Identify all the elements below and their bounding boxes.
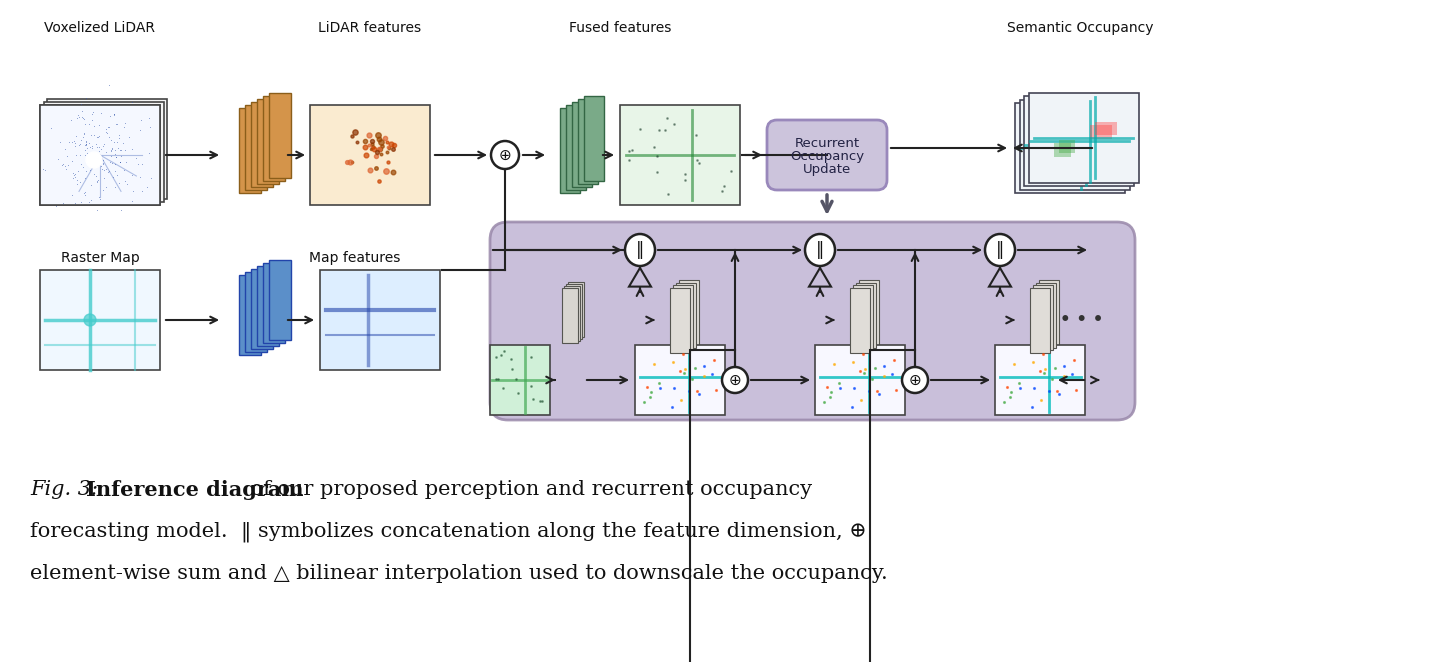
Bar [620, 105, 740, 205]
Bar [579, 99, 597, 183]
Bar [246, 272, 267, 352]
Bar [43, 102, 164, 202]
Bar [850, 287, 870, 352]
Circle shape [83, 314, 96, 326]
Bar [269, 260, 292, 340]
Bar [1050, 147, 1067, 160]
Bar [246, 105, 267, 189]
Bar [560, 107, 580, 193]
Bar [238, 107, 261, 193]
Bar [859, 280, 879, 345]
Bar [1058, 140, 1076, 153]
Bar [1020, 99, 1130, 189]
Bar [569, 281, 584, 336]
Bar [257, 266, 279, 346]
Bar [47, 99, 167, 199]
Bar [673, 285, 694, 350]
Ellipse shape [985, 234, 1015, 266]
Bar [310, 105, 429, 205]
Text: ‖: ‖ [636, 241, 645, 259]
Bar [40, 105, 159, 205]
FancyBboxPatch shape [490, 222, 1134, 420]
Bar [1094, 122, 1117, 135]
Ellipse shape [625, 234, 655, 266]
FancyBboxPatch shape [767, 120, 887, 190]
Text: Raster Map: Raster Map [60, 251, 139, 265]
Text: forecasting model.  ‖ symbolizes concatenation along the feature dimension, ⊕: forecasting model. ‖ symbolizes concaten… [30, 522, 867, 542]
Bar [1045, 150, 1061, 164]
Ellipse shape [722, 367, 748, 393]
Bar [584, 95, 605, 181]
Bar [816, 345, 905, 415]
Bar [566, 283, 582, 338]
Text: ‖: ‖ [816, 241, 824, 259]
Bar [269, 93, 292, 177]
Bar [566, 105, 586, 189]
Text: Semantic Occupancy: Semantic Occupancy [1007, 21, 1153, 35]
Bar [263, 95, 284, 181]
Bar [238, 275, 261, 355]
Text: ‖: ‖ [997, 241, 1004, 259]
Bar [995, 345, 1086, 415]
Bar [679, 280, 699, 345]
Bar [1024, 96, 1134, 186]
Bar [1028, 93, 1139, 183]
Bar [1032, 285, 1053, 350]
Bar [1030, 287, 1050, 352]
Bar [263, 263, 284, 343]
Text: Recurrent: Recurrent [794, 136, 860, 150]
Text: Map features: Map features [309, 251, 401, 265]
Text: Update: Update [803, 162, 852, 175]
Text: Occupancy: Occupancy [790, 150, 864, 162]
Bar [561, 287, 579, 342]
Bar [251, 269, 273, 349]
Text: ⊕: ⊕ [498, 148, 511, 162]
Bar [676, 283, 696, 348]
Bar [856, 283, 876, 348]
Bar [1015, 103, 1124, 193]
Bar [1090, 125, 1111, 139]
Text: Fig. 3:: Fig. 3: [30, 480, 105, 499]
Bar [1086, 128, 1107, 142]
Text: LiDAR features: LiDAR features [319, 21, 422, 35]
Bar [564, 285, 580, 340]
Bar [320, 270, 439, 370]
Text: Inference diagram: Inference diagram [86, 480, 303, 500]
Bar [257, 99, 279, 183]
Bar [490, 345, 550, 415]
Bar [671, 287, 691, 352]
Bar [1081, 132, 1103, 146]
Text: • • •: • • • [1060, 311, 1103, 329]
Text: element-wise sum and △ bilinear interpolation used to downscale the occupancy.: element-wise sum and △ bilinear interpol… [30, 564, 887, 583]
Ellipse shape [902, 367, 928, 393]
Circle shape [86, 152, 102, 168]
Ellipse shape [806, 234, 834, 266]
Bar [853, 285, 873, 350]
Bar [635, 345, 725, 415]
Text: Fused features: Fused features [569, 21, 671, 35]
Text: Voxelized LiDAR: Voxelized LiDAR [45, 21, 155, 35]
Bar [1054, 143, 1071, 157]
Text: ⊕: ⊕ [909, 373, 922, 387]
Text: of our proposed perception and recurrent occupancy: of our proposed perception and recurrent… [244, 480, 813, 499]
Bar [1035, 283, 1055, 348]
Bar [40, 270, 159, 370]
Bar [251, 101, 273, 187]
Bar [40, 105, 159, 205]
Ellipse shape [491, 141, 518, 169]
Text: ⊕: ⊕ [728, 373, 741, 387]
Bar [572, 101, 592, 187]
Bar [1040, 280, 1058, 345]
